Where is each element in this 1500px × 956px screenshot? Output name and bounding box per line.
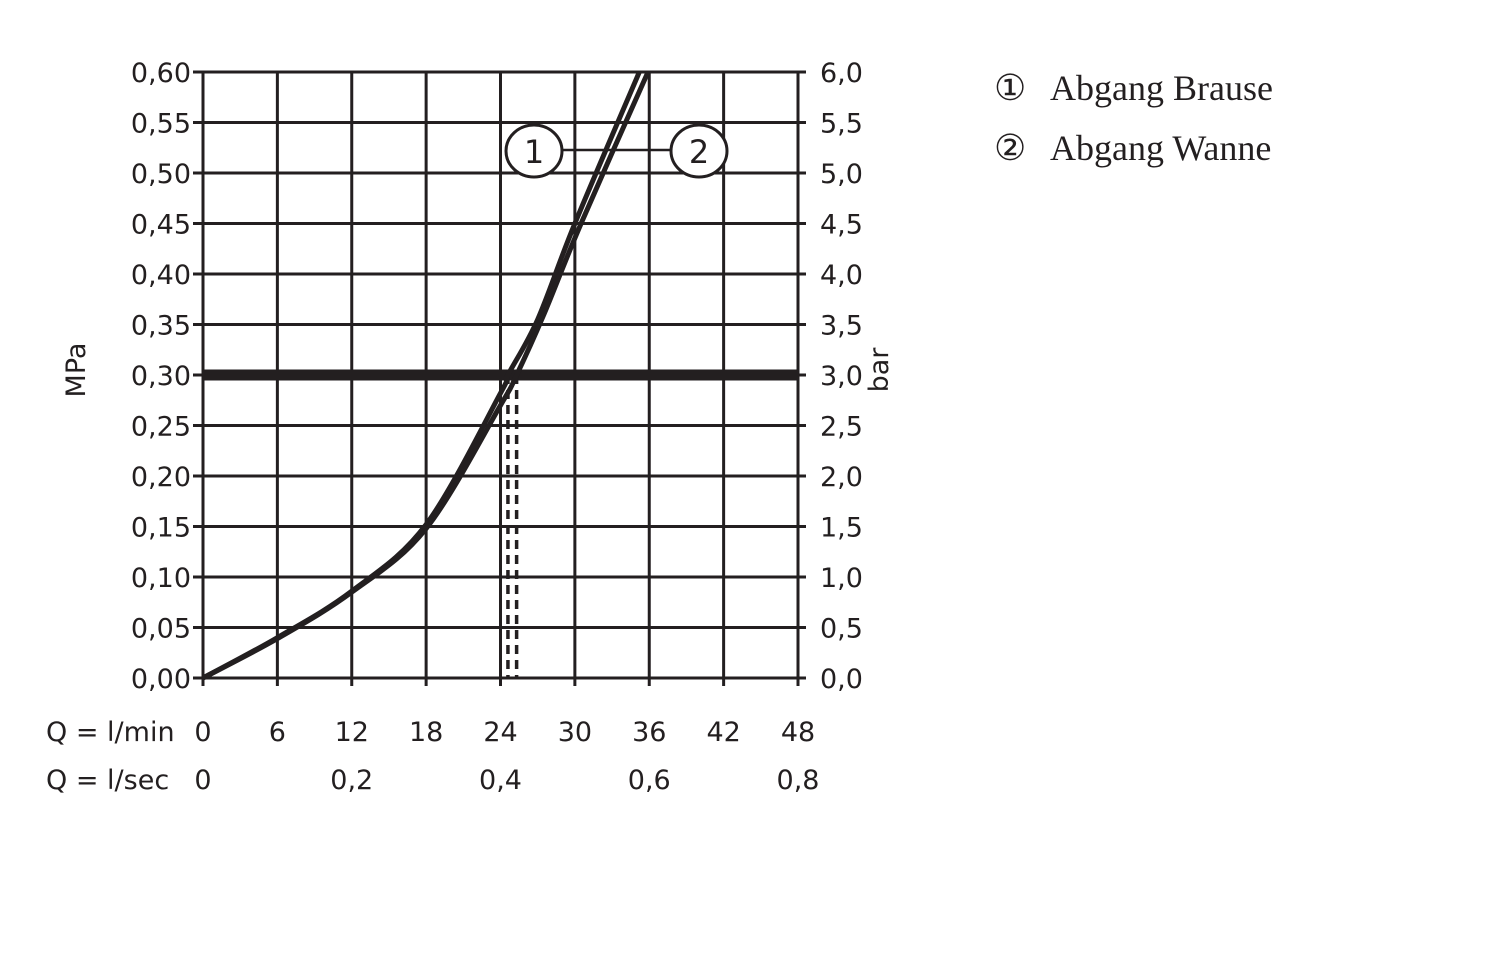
x-tick-label: 12 — [335, 717, 369, 748]
marker-label-1: 1 — [524, 133, 544, 171]
legend: ① Abgang Brause ② Abgang Wanne — [994, 68, 1273, 168]
x2-tick-label: 0,6 — [628, 765, 671, 796]
legend-label-1: Abgang Brause — [1050, 68, 1273, 108]
series-group — [201, 70, 651, 681]
x-tick-label: 24 — [483, 717, 517, 748]
y-tick-label-right: 5,5 — [820, 109, 863, 140]
y-tick-label-left: 0,50 — [131, 159, 191, 190]
y-tick-label-right: 2,0 — [820, 462, 863, 493]
y-tick-label-left: 0,00 — [131, 664, 191, 695]
x-tick-label: 42 — [706, 717, 740, 748]
legend-marker-1: ① — [994, 68, 1026, 108]
y-tick-label-right: 3,5 — [820, 311, 863, 342]
y-tick-label-left: 0,45 — [131, 210, 191, 241]
marker-oval-2 — [669, 123, 729, 179]
x-axis-label-lsec: Q = l/sec — [46, 765, 169, 796]
x-tick-label: 6 — [269, 717, 286, 748]
y-tick-label-right: 1,5 — [820, 513, 863, 544]
y-tick-label-right: 0,5 — [820, 614, 863, 645]
x-tick-label: 36 — [632, 717, 666, 748]
x-axis-label-lmin: Q = l/min — [46, 717, 175, 748]
x2-tick-label: 0,8 — [777, 765, 820, 796]
y-tick-label-right: 0,0 — [820, 664, 863, 695]
y-tick-label-left: 0,10 — [131, 563, 191, 594]
y-axis-label-right: bar — [864, 347, 895, 393]
y-tick-label-left: 0,40 — [131, 260, 191, 291]
y-tick-label-right: 1,0 — [820, 563, 863, 594]
y-tick-label-right: 6,0 — [820, 58, 863, 89]
x2-tick-label: 0 — [194, 765, 211, 796]
y-tick-label-left: 0,25 — [131, 412, 191, 443]
x2-tick-label: 0,2 — [330, 765, 373, 796]
marker-label-2: 2 — [689, 133, 709, 171]
legend-marker-2: ② — [994, 128, 1026, 168]
y-tick-label-left: 0,60 — [131, 58, 191, 89]
series-line-2 — [201, 70, 651, 681]
legend-label-2: Abgang Wanne — [1050, 128, 1271, 168]
y-tick-label-left: 0,30 — [131, 361, 191, 392]
y-tick-label-right: 3,0 — [820, 361, 863, 392]
y-tick-label-right: 4,0 — [820, 260, 863, 291]
x-tick-label: 0 — [194, 717, 211, 748]
x2-tick-label: 0,4 — [479, 765, 522, 796]
y-tick-label-right: 2,5 — [820, 412, 863, 443]
x-tick-label: 30 — [558, 717, 592, 748]
y-tick-label-left: 0,55 — [131, 109, 191, 140]
y-tick-label-left: 0,20 — [131, 462, 191, 493]
y-tick-label-left: 0,05 — [131, 614, 191, 645]
y-tick-label-right: 4,5 — [820, 210, 863, 241]
tick-labels: 0 6 12 18 24 30 36 42 480 0,2 0,4 0,6 0,80,00 0,00,05… — [131, 58, 863, 796]
x-tick-label: 48 — [781, 717, 815, 748]
curve-markers: 1 2 — [504, 123, 729, 179]
y-tick-label-left: 0,35 — [131, 311, 191, 342]
x-tick-label: 18 — [409, 717, 443, 748]
y-axis-label-left: MPa — [61, 343, 92, 398]
marker-oval-1 — [504, 123, 564, 179]
y-tick-label-left: 0,15 — [131, 513, 191, 544]
y-tick-label-right: 5,0 — [820, 159, 863, 190]
